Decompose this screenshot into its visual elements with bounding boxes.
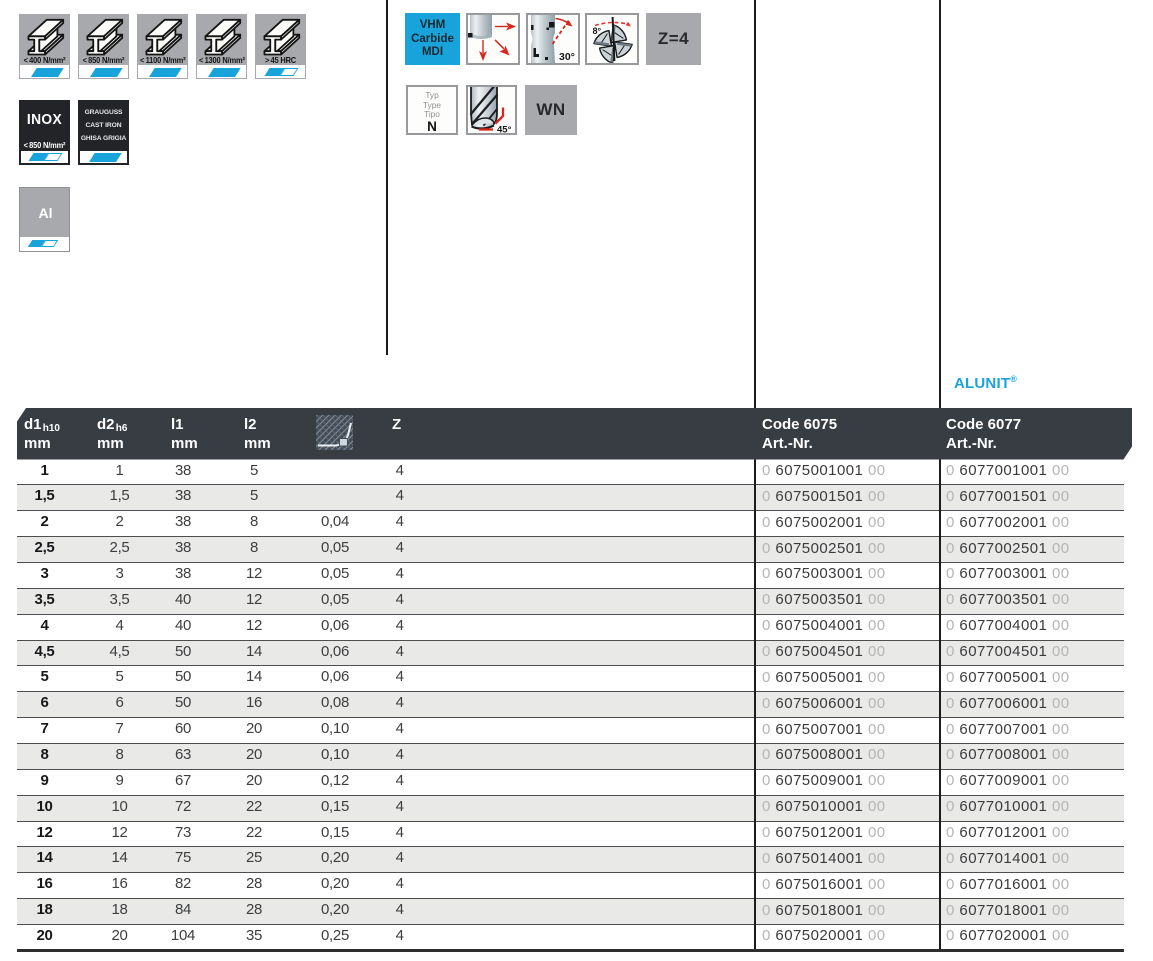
svg-text:8°: 8° [593, 26, 602, 36]
svg-text:45°: 45° [497, 125, 512, 134]
svg-text:30°: 30° [559, 51, 575, 63]
